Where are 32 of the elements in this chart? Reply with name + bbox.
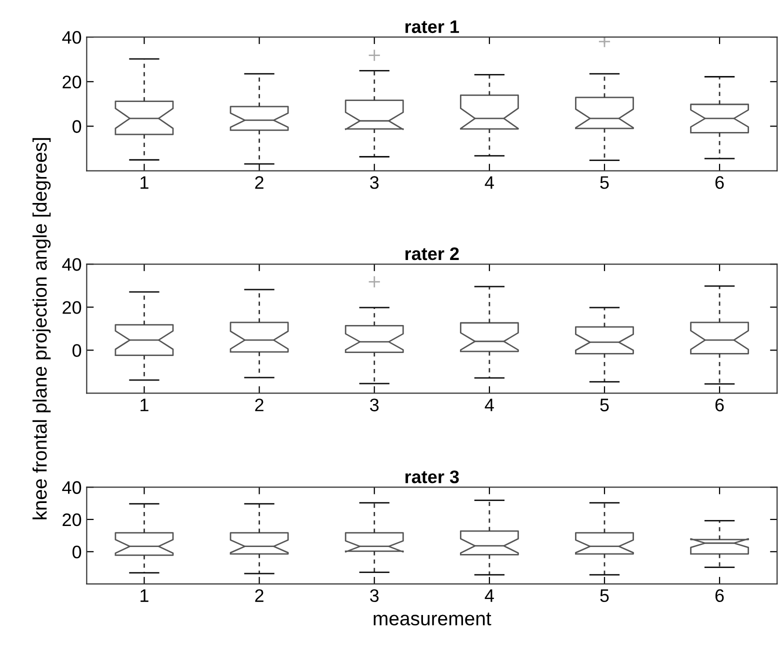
x-tick-label: 2: [255, 176, 264, 189]
x-tick-label: 3: [370, 398, 379, 412]
x-tick-label: 3: [370, 589, 379, 602]
x-tick-label: 6: [715, 589, 724, 602]
chart-title: rater 1: [405, 20, 459, 34]
x-tick-label: 4: [484, 176, 494, 189]
y-tick-label: 40: [62, 481, 82, 494]
x-tick-label: 4: [484, 589, 494, 602]
x-tick-label: 6: [715, 398, 724, 412]
y-tick-label: 0: [72, 546, 82, 558]
x-tick-label: 2: [255, 398, 264, 412]
x-tick-label: 5: [600, 398, 609, 412]
x-tick-label: 3: [370, 176, 379, 189]
x-tick-label: 6: [715, 176, 724, 189]
x-tick-label: 5: [600, 176, 609, 189]
y-axis-title: knee frontal plane projection angle [degrees]: [32, 138, 51, 520]
y-tick-label: 0: [72, 344, 82, 357]
x-axis-title: measurement: [374, 612, 492, 626]
x-tick-label: 1: [140, 589, 148, 602]
y-tick-label: 0: [72, 120, 82, 133]
y-tick-label: 20: [62, 301, 82, 314]
chart-title: rater 3: [405, 470, 459, 484]
chart-title: rater 2: [405, 247, 459, 260]
y-tick-label: 20: [62, 513, 82, 526]
y-tick-label: 40: [62, 31, 82, 44]
x-tick-label: 2: [255, 589, 264, 602]
x-tick-label: 1: [140, 398, 148, 412]
y-tick-label: 40: [62, 258, 82, 271]
x-tick-label: 4: [484, 398, 494, 412]
y-tick-label: 20: [62, 76, 82, 88]
x-tick-label: 5: [600, 589, 609, 602]
x-tick-label: 1: [140, 176, 148, 189]
